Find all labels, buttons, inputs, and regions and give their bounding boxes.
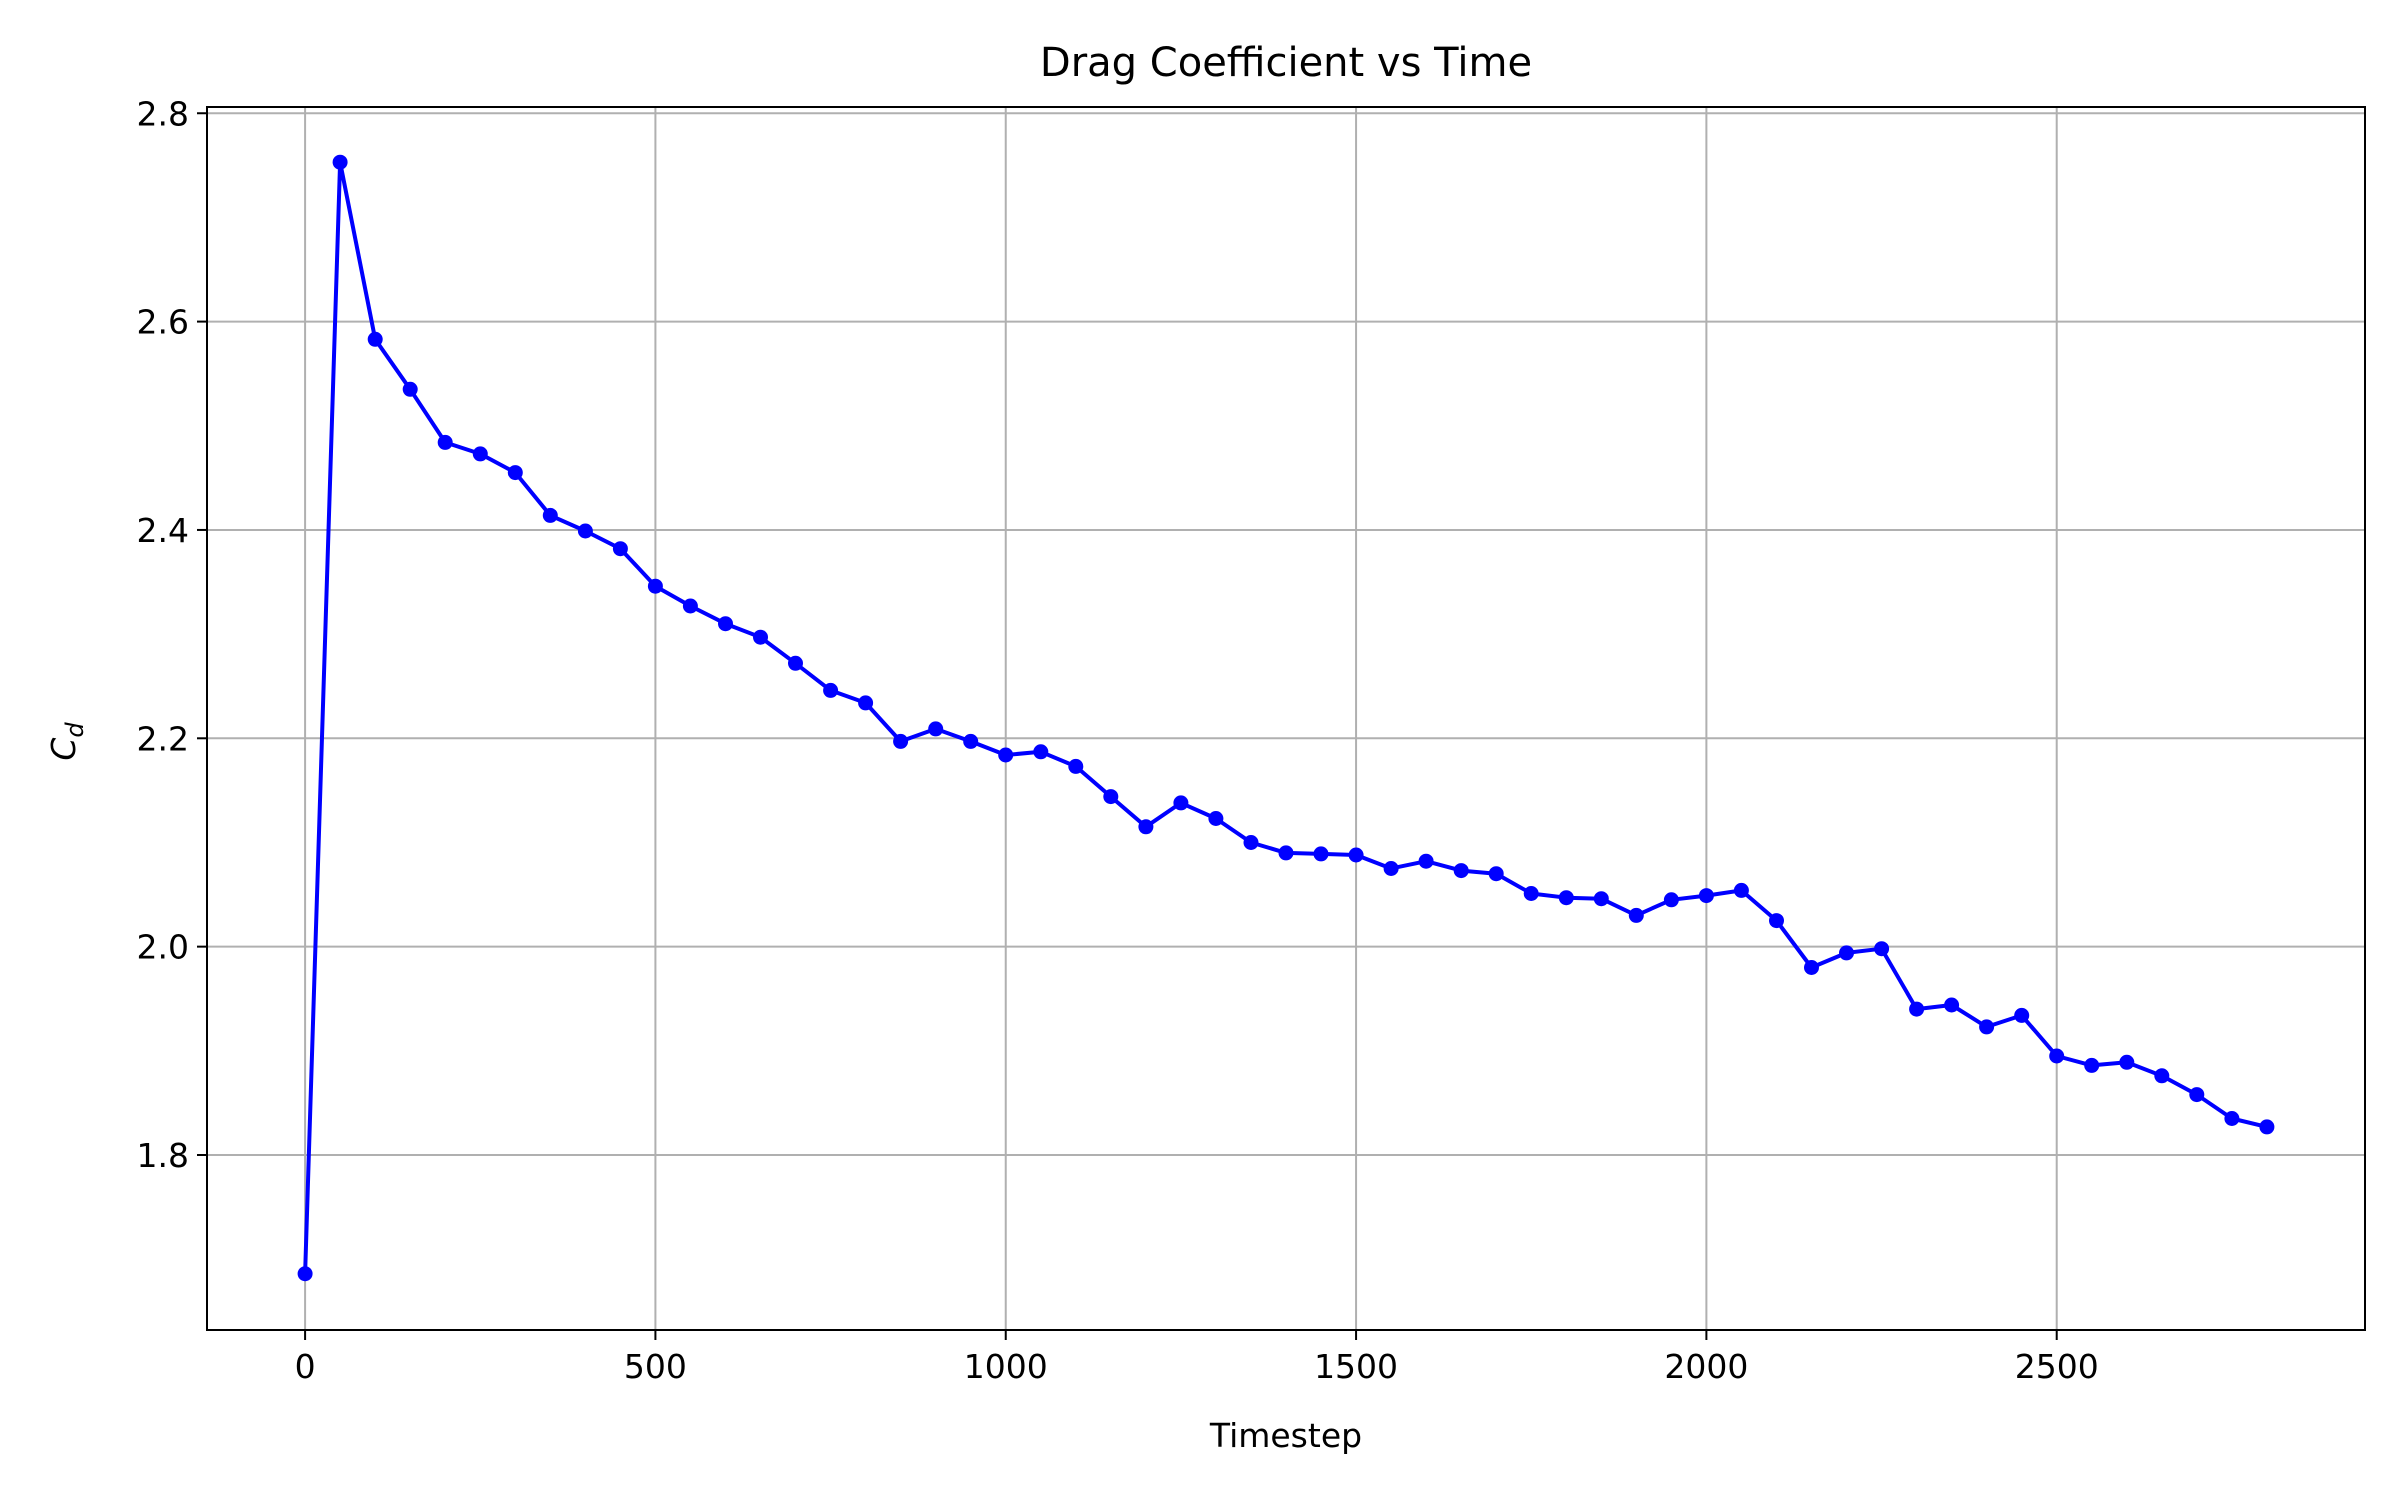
data-point	[1769, 913, 1784, 929]
chart-title: Drag Coefficient vs Time	[1040, 40, 1532, 86]
data-point	[2084, 1057, 2100, 1073]
data-point	[542, 507, 558, 523]
data-point	[718, 616, 733, 632]
data-point	[2189, 1087, 2205, 1103]
y-tick-label: 1.8	[137, 1136, 189, 1175]
data-point	[858, 695, 874, 711]
data-point	[1804, 960, 1819, 975]
data-point	[507, 465, 523, 481]
data-point	[2014, 1007, 2030, 1023]
y-tick-label: 2.8	[137, 94, 189, 133]
data-point	[1628, 907, 1644, 923]
y-axis-label-main: C	[44, 738, 83, 761]
data-point	[1173, 795, 1189, 811]
y-tick-label: 2.6	[137, 303, 189, 342]
data-point	[682, 598, 698, 614]
data-point	[753, 629, 768, 645]
y-axis-label: Cd	[44, 722, 89, 761]
data-point	[297, 1266, 313, 1282]
data-point	[1103, 789, 1119, 805]
data-point	[2049, 1048, 2065, 1064]
data-point	[1243, 835, 1259, 850]
data-point	[1068, 758, 1084, 774]
x-tick-label: 1500	[1314, 1347, 1398, 1386]
y-axis-label-subscript: d	[61, 722, 89, 738]
grid-lines	[207, 107, 2365, 1330]
x-tick-label: 500	[624, 1347, 687, 1386]
data-point	[1453, 863, 1469, 879]
data-point	[367, 331, 383, 347]
plot-frame	[206, 106, 2366, 1331]
data-point	[2259, 1119, 2275, 1135]
x-tick-label: 2000	[1664, 1347, 1748, 1386]
axis-ticks: 0 500 1000 1500 2000 2500 1.8 2.0 2.2 2.4 2.6 2.8	[137, 94, 2099, 1386]
data-point	[612, 541, 628, 557]
data-point	[1138, 819, 1154, 835]
data-point	[1593, 891, 1609, 907]
data-point	[437, 434, 453, 450]
data-point	[1874, 941, 1890, 957]
data-point	[472, 446, 488, 462]
data-point	[1839, 945, 1854, 961]
data-point	[1313, 846, 1329, 862]
y-tick-label: 2.0	[137, 928, 189, 967]
data-point	[1523, 886, 1539, 901]
data-point	[788, 655, 803, 671]
data-point	[332, 154, 348, 170]
x-axis-label: Timestep	[1209, 1416, 1362, 1455]
data-point	[1278, 845, 1294, 861]
data-point	[647, 578, 663, 594]
data-point	[577, 523, 593, 539]
data-point	[1418, 853, 1434, 869]
data-point	[893, 733, 909, 749]
data-point	[1383, 861, 1399, 876]
data-point	[1733, 882, 1749, 898]
x-tick-label: 1000	[964, 1347, 1048, 1386]
x-tick-label: 0	[295, 1347, 316, 1386]
y-tick-label: 2.2	[137, 719, 189, 758]
data-point	[1558, 890, 1574, 906]
data-point	[2224, 1111, 2240, 1126]
data-point	[928, 721, 944, 737]
data-point	[402, 381, 418, 397]
x-tick-label: 2500	[2015, 1347, 2099, 1386]
data-point	[1698, 888, 1714, 904]
data-point	[1979, 1019, 1995, 1035]
data-point	[1663, 892, 1679, 908]
data-point	[998, 747, 1014, 763]
data-point	[1348, 847, 1364, 863]
data-point	[1909, 1001, 1925, 1017]
data-point	[963, 733, 979, 749]
data-point	[1208, 811, 1224, 826]
data-point	[1488, 866, 1504, 882]
data-point	[2154, 1068, 2170, 1084]
y-tick-label: 2.4	[137, 511, 189, 550]
data-series	[297, 154, 2275, 1282]
data-point	[823, 682, 839, 698]
data-point	[1033, 744, 1049, 760]
data-point	[2119, 1054, 2135, 1070]
data-point	[1944, 997, 1960, 1013]
